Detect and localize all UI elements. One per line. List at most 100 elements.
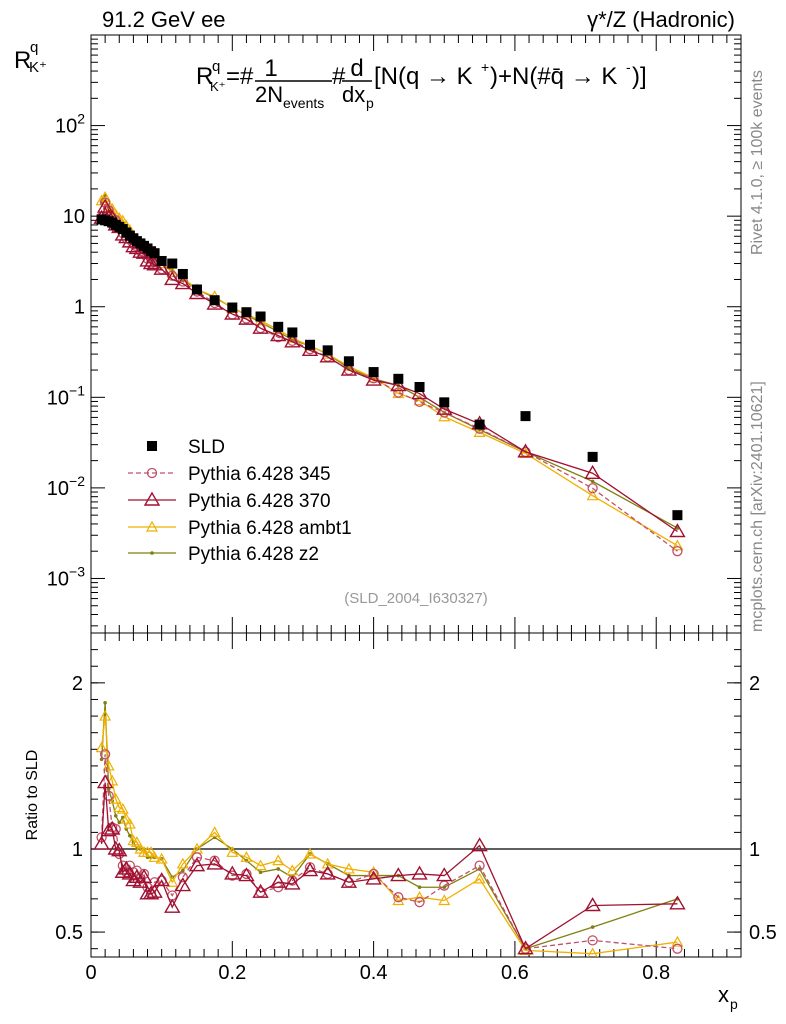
legend-entry: SLD bbox=[188, 437, 225, 458]
ratio-point bbox=[367, 866, 380, 877]
ratio-xtick-label: 0.6 bbox=[501, 962, 529, 984]
title-part: d bbox=[350, 55, 363, 82]
ratio-point bbox=[276, 867, 281, 871]
legend-entry: Pythia 6.428 z2 bbox=[188, 544, 319, 565]
data-point bbox=[174, 275, 192, 290]
main-plot-area bbox=[93, 190, 686, 557]
ratio-xtick-label: 0.2 bbox=[218, 962, 246, 984]
legend-marker bbox=[147, 441, 157, 451]
ratio-point bbox=[517, 940, 534, 955]
ratio-point bbox=[120, 812, 133, 824]
data-point bbox=[671, 539, 684, 551]
main-ytick-label: 10 bbox=[63, 206, 85, 228]
title-part: p bbox=[366, 95, 374, 111]
ratio-point bbox=[392, 894, 405, 906]
ratio-point bbox=[319, 865, 336, 880]
title-part: )] bbox=[632, 63, 647, 90]
data-point bbox=[177, 268, 188, 279]
data-point bbox=[284, 333, 301, 348]
data-point bbox=[224, 305, 241, 320]
ratio-series-line bbox=[100, 702, 678, 950]
ratio-point bbox=[473, 872, 486, 884]
title-part: 2N bbox=[255, 82, 283, 107]
title-part: R bbox=[196, 63, 213, 90]
data-point bbox=[273, 321, 284, 332]
data-point bbox=[241, 307, 252, 318]
ratio-point bbox=[130, 836, 143, 847]
ratio-point bbox=[238, 867, 255, 882]
ratio-ytick-label-left: 0.5 bbox=[55, 922, 83, 944]
ratio-point bbox=[390, 867, 407, 882]
data-point bbox=[393, 387, 404, 398]
ratio-point bbox=[155, 852, 168, 864]
data-point bbox=[365, 371, 382, 386]
ratio-point bbox=[135, 868, 153, 883]
series-pythia-6-428-z2 bbox=[99, 193, 680, 530]
watermark-label: (SLD_2004_I630327) bbox=[344, 590, 487, 607]
main-title: Rq K⁺ =# 12N events # ddx p[N(q → K +)+N(#q̄ → K… bbox=[196, 55, 647, 111]
ratio-point bbox=[304, 847, 317, 859]
data-point bbox=[474, 419, 485, 430]
ratio-point bbox=[252, 883, 269, 898]
title-part: [N(q → K bbox=[374, 63, 473, 90]
ratio-point bbox=[270, 873, 287, 888]
mcplots-side-label: mcplots.cern.ch [arXiv:2401.10621] bbox=[749, 381, 766, 632]
ratio-point bbox=[393, 892, 404, 903]
series-sld bbox=[96, 214, 683, 521]
ratio-point bbox=[106, 774, 119, 786]
ratio-point bbox=[113, 813, 118, 818]
ratio-point bbox=[181, 868, 185, 873]
ratio-point bbox=[669, 895, 686, 910]
data-point bbox=[287, 327, 298, 338]
data-point bbox=[319, 348, 336, 363]
ratio-ytick-label-right: 1 bbox=[749, 839, 760, 861]
ratio-frame bbox=[90, 632, 742, 958]
ratio-point bbox=[208, 826, 221, 837]
data-point bbox=[322, 345, 333, 356]
data-point bbox=[586, 489, 599, 501]
legend-marker bbox=[143, 491, 161, 506]
data-point bbox=[252, 319, 269, 334]
ratio-point bbox=[93, 835, 110, 850]
data-point bbox=[414, 396, 425, 408]
title-part: - bbox=[626, 59, 631, 75]
data-point bbox=[343, 356, 354, 367]
ratio-series-line bbox=[100, 754, 678, 950]
ratio-point bbox=[166, 875, 179, 887]
title-part: )+N(#q̄ → K bbox=[490, 63, 617, 90]
ratio-point bbox=[226, 846, 239, 857]
ratio-point bbox=[116, 802, 129, 814]
main-ytick-label: 10−3 bbox=[47, 563, 85, 590]
ratio-xtick-label: 0.8 bbox=[642, 962, 670, 984]
ratio-ylabel: Ratio to SLD bbox=[24, 750, 41, 841]
ratio-point bbox=[177, 872, 188, 883]
legend-entry: Pythia 6.428 370 bbox=[188, 491, 331, 512]
ratio-point bbox=[117, 820, 122, 825]
data-point bbox=[672, 546, 683, 557]
ratio-point bbox=[123, 817, 136, 829]
ratio-point bbox=[365, 870, 382, 885]
ratio-ytick-label-left: 1 bbox=[72, 839, 83, 861]
data-point bbox=[439, 397, 450, 408]
main-ylabel-sub: K⁺ bbox=[29, 59, 47, 76]
ratio-point bbox=[584, 897, 601, 912]
data-point bbox=[368, 367, 379, 378]
main-ylabel: R bbox=[14, 47, 31, 74]
data-point bbox=[209, 295, 220, 306]
data-point bbox=[255, 311, 266, 322]
data-point bbox=[584, 464, 601, 479]
data-point bbox=[96, 198, 114, 213]
ratio-ytick-label-right: 0.5 bbox=[749, 922, 777, 944]
ratio-point bbox=[284, 875, 301, 890]
data-point bbox=[270, 327, 287, 342]
data-point bbox=[411, 385, 428, 400]
ratio-point bbox=[272, 854, 285, 866]
data-point bbox=[139, 252, 156, 267]
ratio-point bbox=[672, 943, 683, 954]
ratio-point bbox=[224, 865, 241, 880]
ratio-series-line bbox=[100, 782, 678, 950]
title-part: K⁺ bbox=[210, 79, 226, 94]
data-point bbox=[238, 310, 255, 325]
